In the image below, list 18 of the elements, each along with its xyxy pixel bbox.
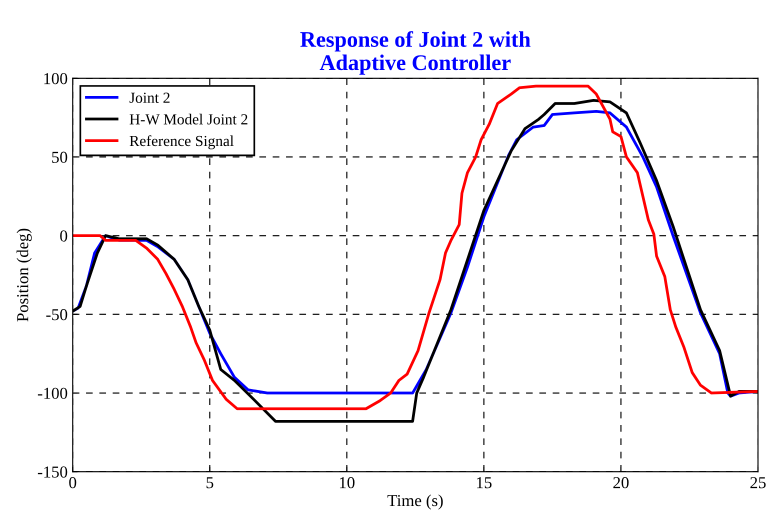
x-tick-label: 5	[206, 477, 214, 488]
y-tick-label: -50	[46, 309, 68, 320]
x-axis-title: Time (s)	[387, 494, 443, 510]
legend-label: Joint 2	[130, 92, 170, 103]
legend-label: H-W Model Joint 2	[130, 114, 248, 125]
y-tick-label: -150	[38, 466, 68, 478]
legend-label: Reference Signal	[130, 135, 234, 150]
x-tick-label: 15	[477, 477, 492, 488]
y-tick-label: 100	[44, 73, 68, 84]
y-tick-label: -100	[38, 388, 68, 399]
chart-title: Response of Joint 2 with Adaptive Controller	[300, 31, 530, 75]
x-tick-label: 25	[750, 477, 766, 488]
y-tick-label: 50	[52, 152, 68, 163]
y-axis-title: Position (deg)	[16, 228, 32, 322]
x-tick-label: 20	[613, 477, 629, 488]
y-tick-label: 0	[60, 230, 68, 242]
x-tick-label: 0	[69, 477, 76, 488]
x-tick-label: 10	[340, 477, 355, 488]
